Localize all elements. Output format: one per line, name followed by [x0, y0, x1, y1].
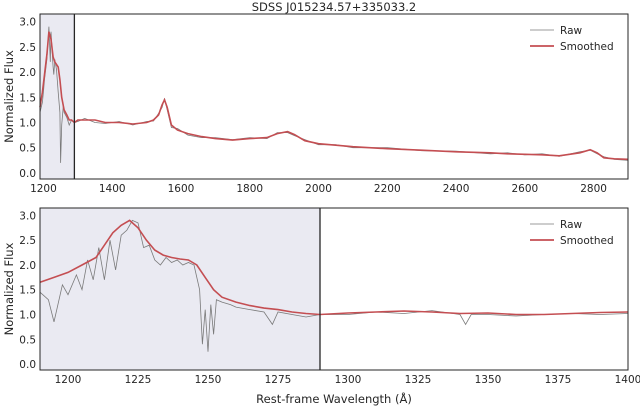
- x-tick-label: 1200: [30, 183, 57, 195]
- x-tick-label: 1600: [168, 183, 195, 195]
- smoothed-series-line: [39, 219, 629, 316]
- y-tick-label: 0.5: [19, 143, 36, 155]
- y-tick-label: 2.0: [19, 260, 36, 272]
- x-tick-label: 1400: [99, 183, 126, 195]
- x-tick-label: 1350: [475, 374, 502, 386]
- legend: Raw Smoothed: [530, 219, 614, 247]
- y-tick-label: 2.0: [19, 67, 36, 79]
- y-tick-label: 1.0: [19, 310, 36, 322]
- y-tick-label: 2.5: [19, 235, 36, 247]
- shaded-region: [40, 14, 75, 179]
- top-panel: SDSS J015234.57+335033.2 1200 1400 1600 180…: [2, 0, 629, 195]
- tick-labels: 1200 1225 1250 1275 1300 1325 1350 1375 1400 0.0 0…: [19, 210, 640, 386]
- raw-series-line: [39, 26, 629, 163]
- axes-frame: [39, 207, 629, 371]
- x-tick-label: 2400: [443, 183, 470, 195]
- legend-smoothed-label: Smoothed: [560, 235, 614, 247]
- chart-title: SDSS J015234.57+335033.2: [252, 0, 417, 14]
- y-tick-label: 0.5: [19, 334, 36, 346]
- y-tick-label: 3.0: [19, 17, 36, 29]
- x-tick-label: 1300: [335, 374, 362, 386]
- y-tick-label: 1.0: [19, 117, 36, 129]
- legend-raw-label: Raw: [560, 219, 582, 231]
- x-tick-label: 1225: [125, 374, 152, 386]
- y-axis-label: Normalized Flux: [2, 242, 16, 335]
- x-tick-label: 2600: [511, 183, 538, 195]
- x-tick-label: 2800: [580, 183, 607, 195]
- y-tick-label: 3.0: [19, 210, 36, 222]
- x-tick-label: 2000: [305, 183, 332, 195]
- bottom-panel: 1200 1225 1250 1275 1300 1325 1350 1375 1400 0.0 0…: [2, 207, 640, 406]
- x-tick-label: 1325: [405, 374, 432, 386]
- x-tick-label: 1400: [615, 374, 640, 386]
- legend-smoothed-label: Smoothed: [560, 41, 614, 53]
- x-tick-label: 1250: [195, 374, 222, 386]
- y-tick-label: 0.0: [19, 168, 36, 180]
- x-tick-label: 1200: [55, 374, 82, 386]
- y-axis-label: Normalized Flux: [2, 50, 16, 143]
- axes-frame: [39, 13, 629, 180]
- y-tick-label: 1.5: [19, 285, 36, 297]
- smoothed-series-line: [39, 31, 629, 161]
- x-tick-label: 1375: [545, 374, 572, 386]
- x-tick-label: 2200: [374, 183, 401, 195]
- tick-labels: 1200 1400 1600 1800 2000 2200 2400 2600 2800 0.0 0…: [19, 17, 607, 195]
- x-tick-label: 1800: [236, 183, 263, 195]
- legend-raw-label: Raw: [560, 25, 582, 37]
- y-tick-label: 2.5: [19, 42, 36, 54]
- x-tick-label: 1275: [265, 374, 292, 386]
- y-tick-label: 0.0: [19, 359, 36, 371]
- legend: Raw Smoothed: [530, 25, 614, 53]
- y-tick-label: 1.5: [19, 92, 36, 104]
- shaded-region: [40, 208, 320, 370]
- x-axis-label: Rest-frame Wavelength (Å): [256, 391, 412, 406]
